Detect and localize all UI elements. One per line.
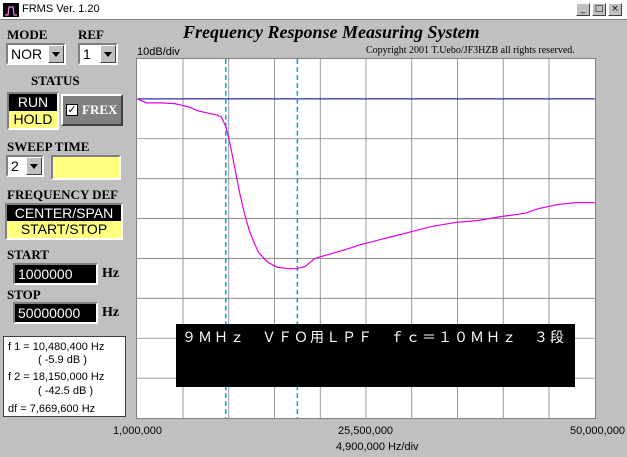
app-icon (3, 3, 19, 17)
run-button[interactable]: RUN (9, 94, 57, 111)
sweep-time-label: SWEEP TIME (7, 139, 90, 154)
ref-select[interactable]: 1 (78, 43, 118, 65)
run-hold-toggle[interactable]: RUN HOLD (7, 92, 59, 130)
comment-overlay: ９ＭＨｚ ＶＦＯ用ＬＰＦ ｆｃ＝１０ＭＨｚ ３段 (176, 324, 575, 387)
ref-value: 1 (83, 46, 91, 62)
x-tick-center: 25,500,000 (338, 425, 394, 437)
chevron-down-icon[interactable] (26, 157, 42, 175)
x-scale-label: 4,900,000 Hz/div (336, 441, 419, 453)
status-label: STATUS (31, 73, 80, 88)
f1-db-readout: ( -5.9 dB ) (38, 354, 87, 366)
f2-db-readout: ( -42.5 dB ) (38, 385, 94, 397)
frex-checkbox[interactable]: ✓ (66, 103, 78, 116)
copyright-text: Copyright 2001 T.Uebo/JF3HZB all rights … (366, 45, 575, 56)
sweep-time-value: 2 (11, 158, 19, 174)
y-scale-label: 10dB/div (137, 46, 180, 58)
response-trace (137, 98, 595, 270)
graph-title: Frequency Response Measuring System (183, 22, 480, 42)
chevron-down-icon[interactable] (100, 45, 116, 63)
start-stop-button[interactable]: START/STOP (7, 221, 121, 238)
mode-value: NOR (11, 46, 43, 62)
hold-button[interactable]: HOLD (9, 111, 57, 128)
frequency-def-label: FREQUENCY DEF (7, 187, 119, 202)
chevron-down-icon[interactable] (48, 45, 64, 63)
start-unit: Hz (102, 266, 120, 281)
mode-label: MODE (7, 27, 48, 42)
title-bar: FRMS Ver. 1.20 _ □ × (0, 0, 627, 20)
f2-readout: f 2 = 18,150,000 Hz (8, 371, 105, 383)
frex-label: FREX (82, 102, 118, 117)
marker-info-panel: f 1 = 10,480,400 Hz ( -5.9 dB ) f 2 = 18… (3, 336, 126, 417)
x-tick-start: 1,000,000 (113, 425, 162, 437)
frex-toggle[interactable]: ✓ FREX (61, 94, 123, 126)
maximize-icon[interactable]: □ (592, 3, 606, 16)
ref-label: REF (78, 27, 104, 42)
center-span-button[interactable]: CENTER/SPAN (7, 205, 121, 221)
window-title: FRMS Ver. 1.20 (22, 3, 100, 15)
x-tick-end: 50,000,000 (570, 425, 626, 437)
sweep-progress (51, 155, 121, 180)
stop-label: STOP (7, 287, 41, 302)
mode-select[interactable]: NOR (6, 43, 66, 65)
start-label: START (7, 247, 49, 262)
sweep-time-select[interactable]: 2 (6, 155, 44, 177)
close-icon[interactable]: × (608, 3, 622, 16)
stop-unit: Hz (102, 305, 120, 320)
frequency-def-toggle[interactable]: CENTER/SPAN START/STOP (5, 203, 123, 240)
df-readout: df = 7,669,600 Hz (8, 403, 96, 415)
minimize-icon[interactable]: _ (576, 3, 590, 16)
stop-input[interactable]: 50000000 (13, 302, 98, 324)
f1-readout: f 1 = 10,480,400 Hz (8, 341, 105, 353)
start-input[interactable]: 1000000 (13, 263, 98, 285)
